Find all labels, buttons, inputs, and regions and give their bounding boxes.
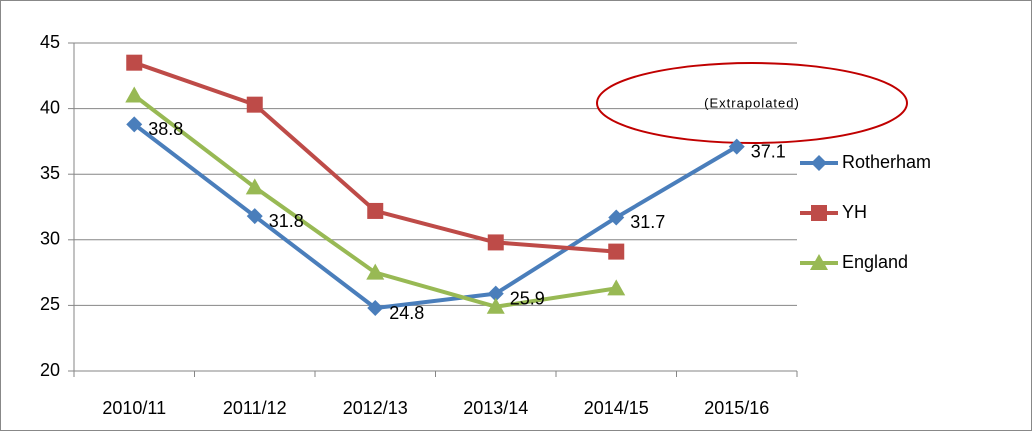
data-point <box>126 54 143 71</box>
y-tick-label: 30 <box>40 229 60 249</box>
annotation-ellipse <box>596 62 908 144</box>
x-tick-label: 2012/13 <box>343 398 408 418</box>
annotation: (Extrapolated) <box>704 95 800 110</box>
legend-label: Rotherham <box>842 152 931 172</box>
data-label: 31.8 <box>269 211 304 231</box>
data-label: 25.9 <box>510 288 545 308</box>
y-tick-label: 35 <box>40 163 60 183</box>
data-label: 38.8 <box>148 119 183 139</box>
data-point <box>367 202 384 219</box>
series-line <box>133 122 738 311</box>
data-point <box>245 178 264 195</box>
y-tick-label: 25 <box>40 294 60 314</box>
y-tick-label: 40 <box>40 97 60 117</box>
data-point <box>246 96 263 113</box>
data-point <box>487 234 504 251</box>
x-tick-label: 2013/14 <box>463 398 528 418</box>
data-label: 24.8 <box>389 303 424 323</box>
y-tick-label: 20 <box>40 360 60 380</box>
x-tick-label: 2014/15 <box>584 398 649 418</box>
data-point <box>246 208 263 225</box>
data-point <box>366 263 385 280</box>
data-point <box>607 279 626 296</box>
legend-label: England <box>842 252 908 272</box>
data-point <box>125 86 144 103</box>
x-tick-label: 2015/16 <box>704 398 769 418</box>
data-point <box>608 243 625 260</box>
data-point <box>608 209 625 226</box>
legend-marker <box>810 254 828 270</box>
data-point <box>487 285 504 302</box>
data-point <box>126 116 143 133</box>
data-point <box>486 297 505 314</box>
x-tick-label: 2010/11 <box>102 398 166 418</box>
y-tick-label: 45 <box>40 32 60 52</box>
x-tick-label: 2011/12 <box>223 398 287 418</box>
data-label: 31.7 <box>630 212 665 232</box>
data-point <box>367 300 384 317</box>
legend-marker <box>811 205 827 221</box>
data-point <box>728 138 745 155</box>
data-label: 37.1 <box>751 141 786 161</box>
legend-marker <box>811 155 827 171</box>
legend-label: YH <box>842 202 867 222</box>
